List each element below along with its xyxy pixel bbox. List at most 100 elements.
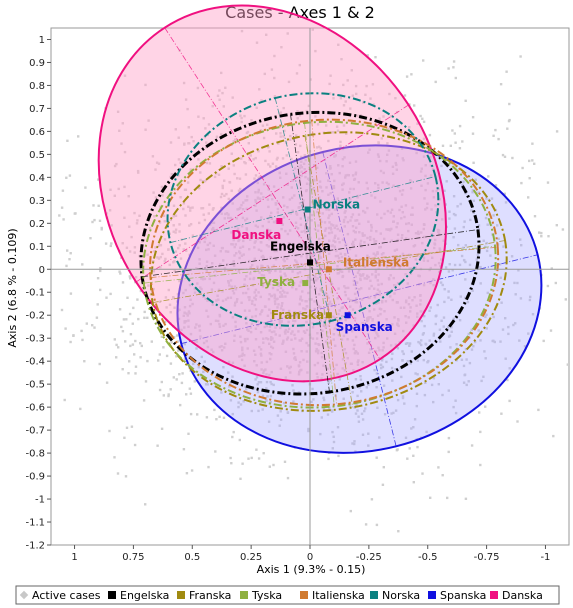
active-case-point — [213, 229, 216, 232]
active-case-point — [435, 189, 438, 193]
active-case-point — [332, 239, 335, 242]
active-case-point — [514, 322, 517, 325]
active-case-point — [233, 225, 237, 229]
active-case-point — [237, 401, 240, 404]
active-case-point — [182, 291, 185, 295]
active-case-point — [366, 254, 369, 257]
active-case-point — [468, 361, 472, 365]
active-case-point — [375, 523, 379, 527]
active-case-point — [410, 180, 413, 183]
active-case-point — [340, 58, 343, 61]
active-case-point — [547, 235, 550, 238]
active-case-point — [306, 315, 309, 318]
active-case-point — [352, 283, 356, 286]
active-case-point — [307, 104, 311, 108]
active-case-point — [295, 225, 298, 229]
active-case-point — [128, 312, 132, 316]
active-case-point — [160, 380, 163, 384]
active-case-point — [244, 199, 247, 202]
active-case-point — [407, 222, 410, 225]
active-case-point — [178, 230, 181, 233]
active-case-point — [91, 324, 94, 327]
active-case-point — [173, 336, 176, 339]
active-case-point — [291, 330, 294, 333]
active-case-point — [416, 359, 419, 362]
active-case-point — [382, 252, 385, 255]
active-case-point — [253, 387, 256, 390]
active-case-point — [257, 248, 261, 251]
active-case-point — [341, 358, 345, 361]
active-case-point — [242, 253, 245, 256]
active-case-point — [349, 299, 352, 302]
active-case-point — [351, 213, 355, 216]
active-case-point — [99, 288, 102, 292]
active-case-point — [187, 325, 190, 328]
active-case-point — [257, 291, 260, 294]
active-case-point — [273, 54, 276, 58]
active-case-point — [369, 279, 372, 282]
active-case-point — [377, 273, 380, 276]
active-case-point — [263, 233, 266, 236]
active-case-point — [357, 260, 361, 263]
active-case-point — [269, 394, 273, 398]
active-case-point — [218, 345, 221, 349]
active-case-point — [384, 300, 388, 303]
active-case-point — [482, 375, 485, 378]
active-case-point — [182, 314, 185, 317]
active-case-point — [127, 195, 130, 198]
active-case-point — [154, 196, 158, 199]
active-case-point — [437, 383, 440, 386]
active-case-point — [336, 372, 339, 376]
active-case-point — [285, 338, 289, 341]
active-case-point — [257, 197, 260, 200]
active-case-point — [385, 265, 389, 269]
x-tick-label: -0.25 — [356, 552, 382, 563]
active-case-point — [497, 237, 500, 240]
active-case-point — [178, 223, 181, 226]
active-case-point — [325, 208, 328, 211]
active-case-point — [290, 196, 294, 200]
active-case-point — [224, 86, 227, 89]
active-case-point — [234, 243, 237, 246]
active-case-point — [209, 322, 212, 326]
active-case-point — [480, 379, 483, 383]
active-case-point — [478, 411, 481, 414]
active-case-point — [162, 346, 165, 349]
active-case-point — [286, 411, 290, 414]
active-case-point — [276, 211, 279, 214]
active-case-point — [418, 342, 422, 345]
active-case-point — [183, 311, 186, 314]
active-case-point — [123, 436, 126, 439]
legend-marker-franska — [177, 591, 185, 599]
active-case-point — [502, 245, 505, 248]
active-case-point — [355, 297, 358, 300]
active-case-point — [215, 299, 218, 302]
active-case-point — [158, 221, 162, 224]
active-case-point — [205, 269, 208, 272]
active-case-point — [414, 372, 417, 375]
active-case-point — [276, 156, 279, 160]
legend-marker-italienska — [300, 591, 308, 599]
active-case-point — [380, 359, 384, 362]
active-case-point — [485, 313, 488, 316]
active-case-point — [222, 259, 225, 262]
active-case-point — [267, 298, 271, 301]
active-case-point — [463, 220, 466, 223]
active-case-point — [520, 181, 523, 185]
active-case-point — [364, 93, 367, 96]
active-case-point — [361, 361, 364, 364]
active-case-point — [229, 296, 233, 299]
active-case-point — [351, 308, 355, 311]
active-case-point — [336, 129, 340, 132]
active-case-point — [329, 228, 333, 231]
active-case-point — [429, 156, 432, 159]
active-case-point — [286, 365, 289, 368]
active-case-point — [177, 158, 181, 161]
active-case-point — [260, 99, 263, 102]
active-case-point — [342, 218, 346, 222]
active-case-point — [295, 213, 299, 216]
active-case-point — [118, 270, 121, 273]
active-case-point — [368, 296, 371, 299]
active-case-point — [430, 383, 434, 387]
active-case-point — [281, 223, 284, 226]
